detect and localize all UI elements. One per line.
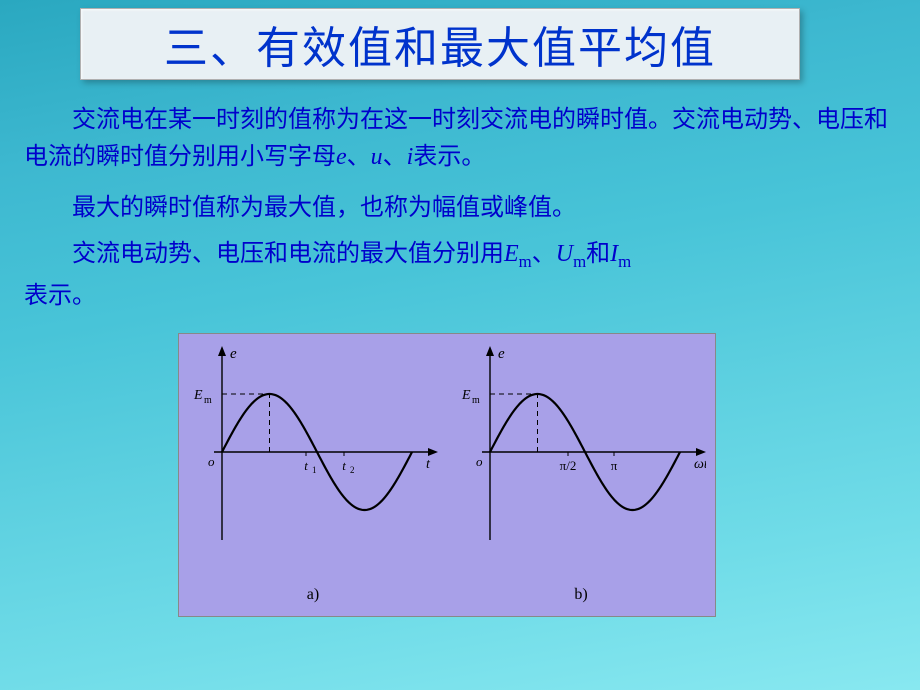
svg-text:π/2: π/2 — [560, 458, 577, 473]
p3-var-U: U — [556, 241, 573, 267]
p1-sep1: 、 — [347, 144, 371, 170]
content-area: 交流电在某一时刻的值称为在这一时刻交流电的瞬时值。交流电动势、电压和电流的瞬时值… — [24, 102, 896, 317]
svg-text:t: t — [342, 458, 346, 473]
p3-sub-Im: m — [618, 251, 631, 270]
page-title: 三、有效值和最大值平均值 — [164, 12, 716, 76]
sine-panel-a: etEmot1t2 a) — [188, 340, 438, 610]
svg-text:t: t — [426, 457, 431, 472]
svg-text:o: o — [476, 454, 483, 469]
svg-text:E: E — [193, 388, 203, 403]
svg-text:ωt: ωt — [694, 457, 706, 472]
svg-text:e: e — [498, 346, 505, 362]
paragraph-2: 最大的瞬时值称为最大值，也称为幅值或峰值。 — [24, 190, 896, 227]
svg-text:2: 2 — [350, 465, 355, 475]
p3-sep2: 和 — [586, 241, 610, 267]
title-box: 三、有效值和最大值平均值 — [80, 8, 800, 80]
p3-sub-Um: m — [573, 251, 586, 270]
svg-text:t: t — [304, 458, 308, 473]
panel-label-b: b) — [456, 586, 706, 604]
svg-text:E: E — [461, 388, 471, 403]
p1-var-u: u — [371, 144, 383, 170]
sine-chart-container: etEmot1t2 a) eωtEmoπ/2π b) — [178, 333, 716, 617]
p1-text-b: 表示。 — [413, 144, 485, 170]
p3-text-a: 交流电动势、电压和电流的最大值分别用 — [72, 241, 504, 267]
p3-sep1: 、 — [532, 241, 556, 267]
sine-svg-a: etEmot1t2 — [188, 340, 438, 572]
svg-text:m: m — [204, 395, 212, 406]
p1-var-e: e — [336, 144, 347, 170]
p3-var-I: I — [610, 241, 618, 267]
svg-text:1: 1 — [312, 465, 317, 475]
p3-var-E: E — [504, 241, 519, 267]
svg-text:m: m — [472, 395, 480, 406]
svg-text:o: o — [208, 454, 215, 469]
p1-sep2: 、 — [383, 144, 407, 170]
sine-svg-b: e ωt Em o π/2 π — [456, 340, 706, 572]
p3-text-b: 表示。 — [24, 283, 96, 309]
svg-text:π: π — [611, 458, 618, 473]
svg-text:e: e — [230, 346, 237, 362]
chart-inner: etEmot1t2 a) eωtEmoπ/2π b) — [179, 334, 715, 616]
paragraph-1: 交流电在某一时刻的值称为在这一时刻交流电的瞬时值。交流电动势、电压和电流的瞬时值… — [24, 102, 896, 176]
sine-panel-b: e ωt Em o π/2 π b) — [456, 340, 706, 610]
p3-sub-Em: m — [519, 251, 532, 270]
panel-label-a: a) — [188, 586, 438, 604]
paragraph-3: 交流电动势、电压和电流的最大值分别用Em、Um和Im表示。 — [24, 234, 896, 317]
